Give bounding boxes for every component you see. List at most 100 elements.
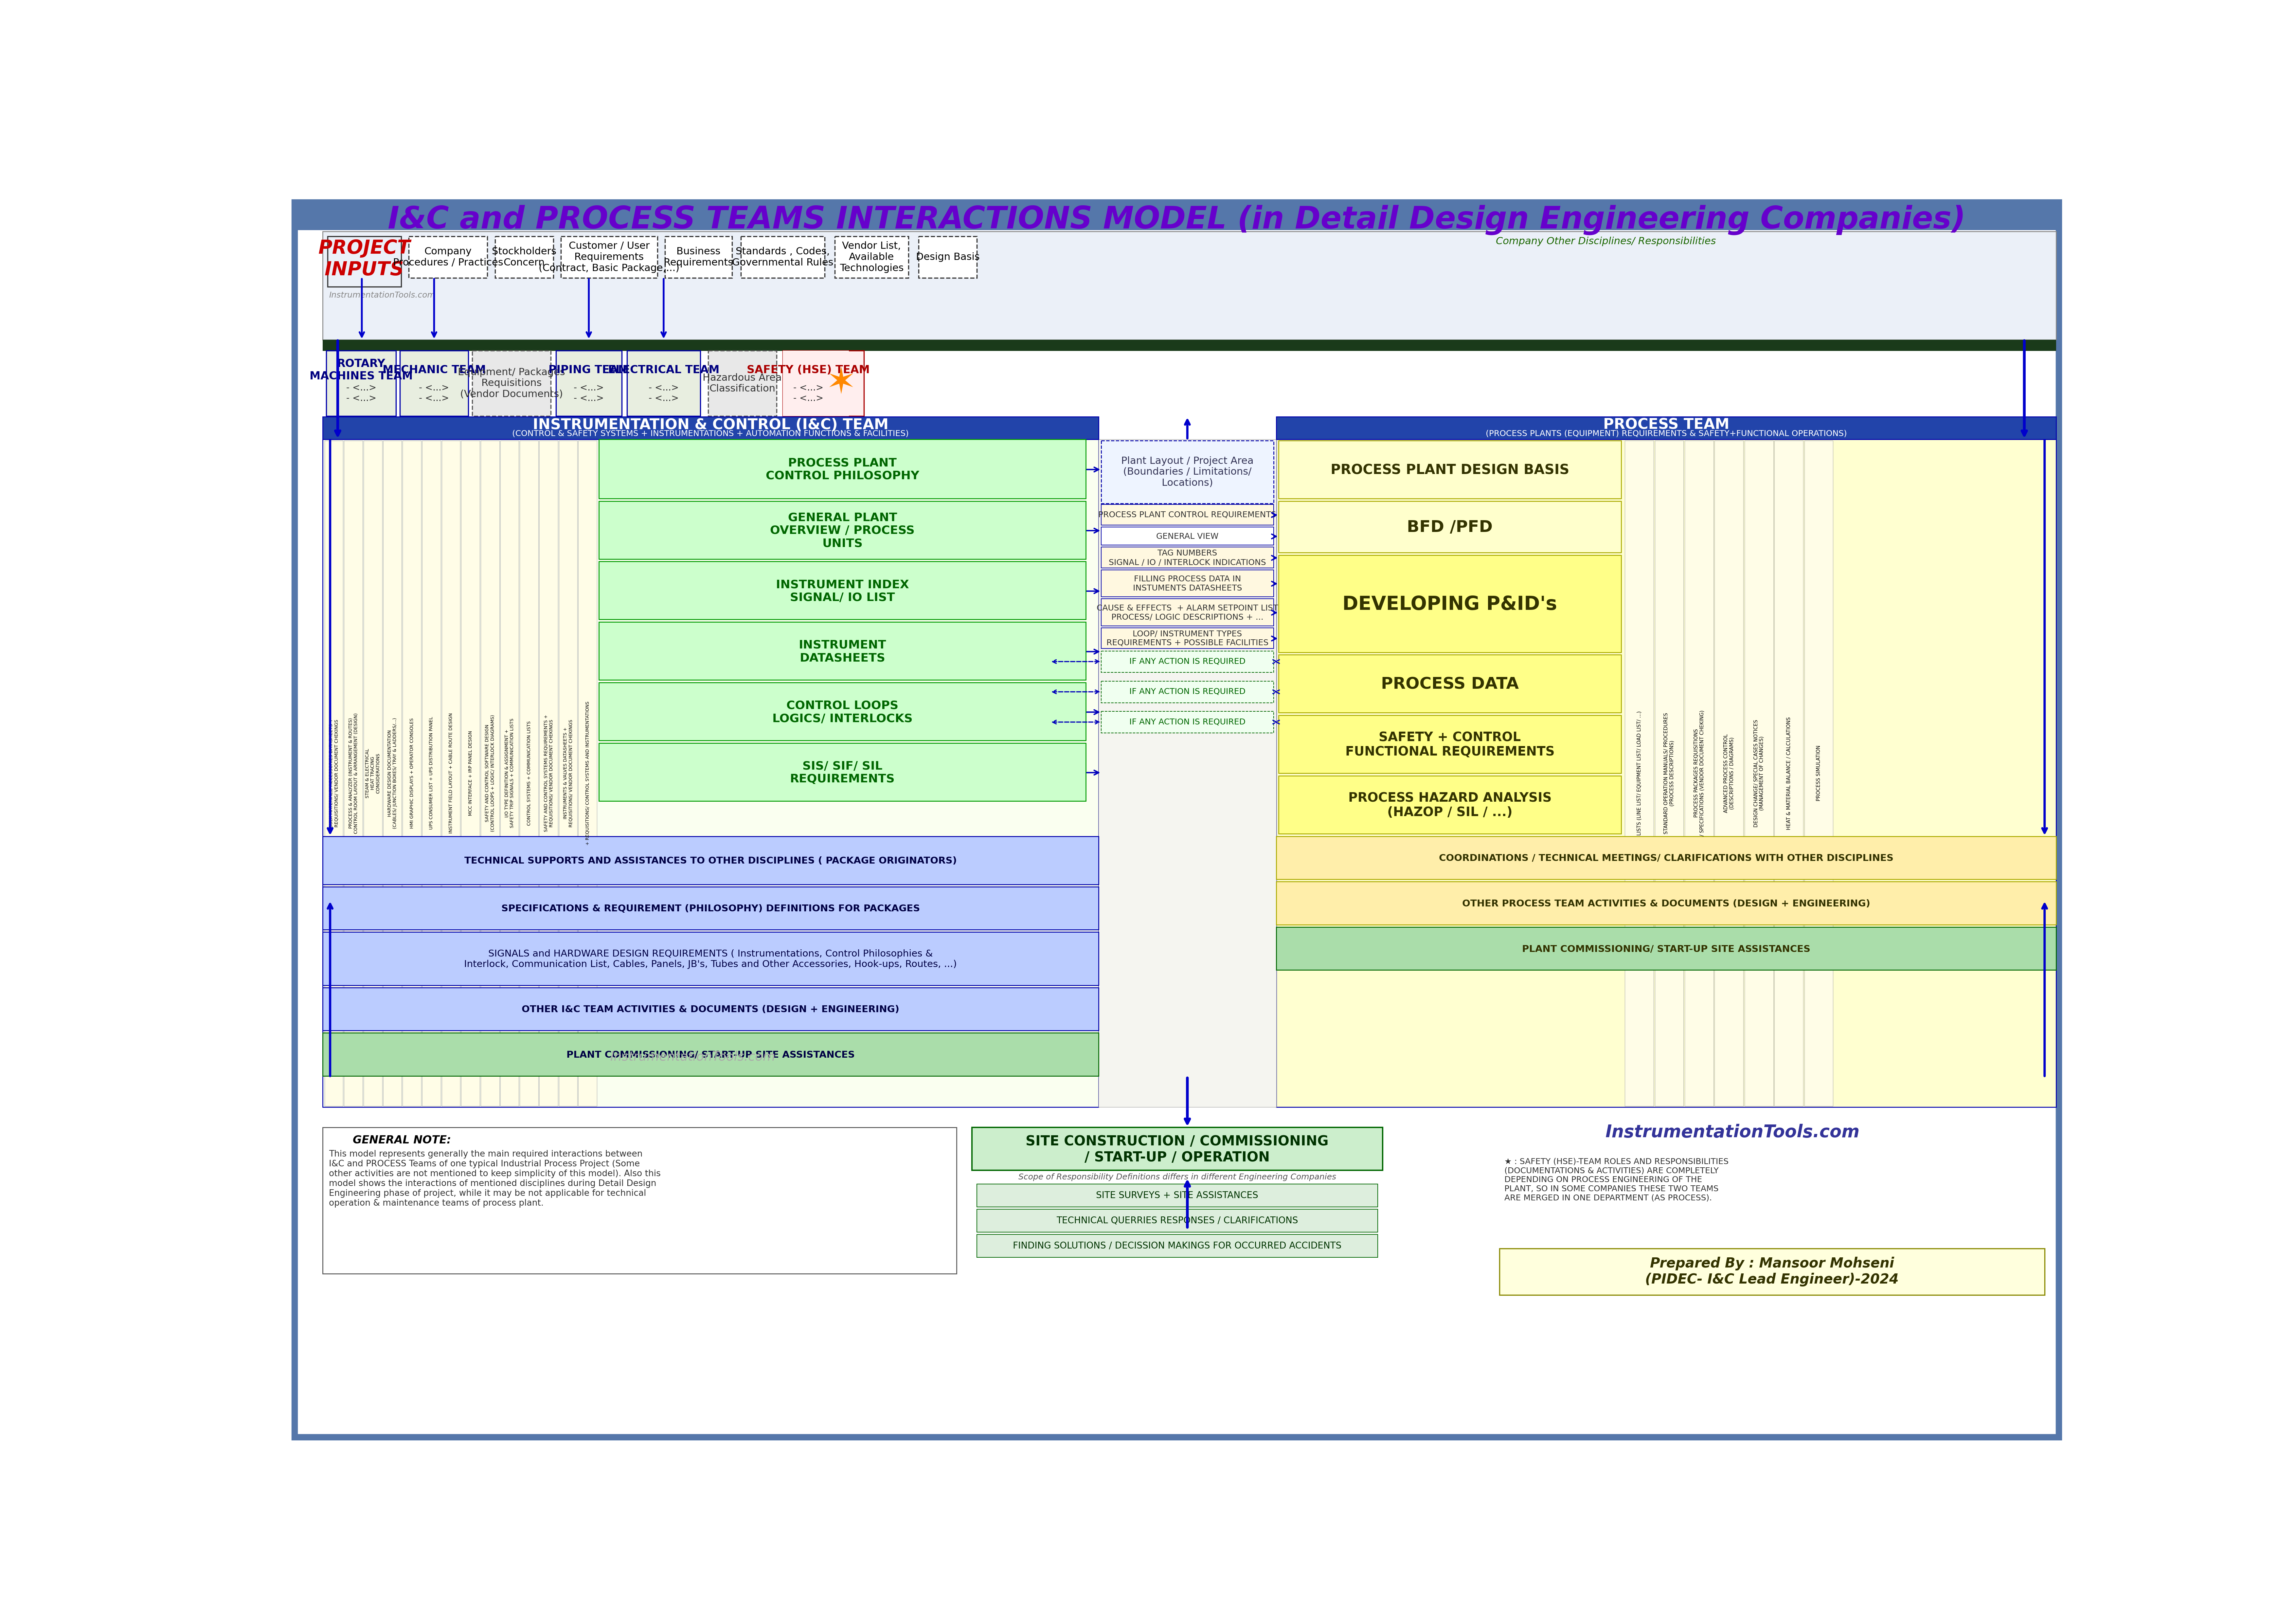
Text: IF ANY ACTION IS REQUIRED: IF ANY ACTION IS REQUIRED — [1130, 717, 1244, 725]
Text: CAUSE & EFFECTS  + ALARM SETPOINT LIST
PROCESS/ LOGIC DESCRIPTIONS + ...: CAUSE & EFFECTS + ALARM SETPOINT LIST PR… — [1097, 604, 1279, 622]
Text: SAFETY AND CONTROL SYSTEMS REQUIREMENTS +
REQUISITIONS/ VENDOR DOCUMENT CHEKINGS: SAFETY AND CONTROL SYSTEMS REQUIREMENTS … — [544, 714, 553, 833]
Bar — [1102, 570, 1274, 597]
Bar — [1279, 654, 1621, 712]
Text: CONTROL SYSTEMS + COMMUNICATION LISTS: CONTROL SYSTEMS + COMMUNICATION LISTS — [526, 721, 530, 826]
Bar — [321, 932, 1097, 985]
Text: TECHNICAL SUPPORTS AND ASSISTANCES TO OTHER DISCIPLINES ( PACKAGE ORIGINATORS): TECHNICAL SUPPORTS AND ASSISTANCES TO OT… — [464, 857, 957, 865]
Bar — [1279, 502, 1621, 553]
Bar — [1102, 682, 1274, 703]
Bar — [976, 1235, 1378, 1258]
Bar — [1279, 440, 1621, 498]
Bar — [294, 203, 2060, 230]
Text: Business
Requirements: Business Requirements — [664, 247, 732, 268]
Text: Stockholders
Concern: Stockholders Concern — [491, 247, 556, 268]
Bar — [344, 440, 363, 1105]
Bar — [328, 237, 402, 287]
Bar — [473, 351, 551, 415]
Bar — [599, 502, 1086, 558]
Bar — [441, 440, 459, 1105]
Text: (PROCESS PLANTS (EQUIPMENT) REQUIREMENTS & SAFETY+FUNCTIONAL OPERATIONS): (PROCESS PLANTS (EQUIPMENT) REQUIREMENTS… — [1486, 430, 1846, 438]
Text: PROCESS SIMULATION: PROCESS SIMULATION — [1816, 745, 1821, 802]
Bar — [321, 417, 1097, 440]
Text: PROCESS PLANT CONTROL REQUIREMENTS: PROCESS PLANT CONTROL REQUIREMENTS — [1097, 511, 1277, 519]
Text: OTHER PROCESS TEAM ACTIVITIES & DOCUMENTS (DESIGN + ENGINEERING): OTHER PROCESS TEAM ACTIVITIES & DOCUMENT… — [1463, 899, 1871, 909]
Bar — [1102, 527, 1274, 545]
Bar — [1097, 440, 1277, 1107]
Bar — [1102, 711, 1274, 734]
Bar — [599, 440, 1086, 498]
Bar — [1626, 440, 1653, 1105]
Bar — [383, 440, 402, 1105]
Text: InstrumentationTools.com: InstrumentationTools.com — [611, 1050, 776, 1063]
Bar — [599, 562, 1086, 620]
Text: LISTS (LINE LIST/ EQUIPMENT LIST/ LOAD LIST/ ...): LISTS (LINE LIST/ EQUIPMENT LIST/ LOAD L… — [1637, 711, 1642, 836]
Text: ✶: ✶ — [827, 365, 856, 401]
Bar — [666, 237, 732, 278]
Text: INSTRUMENT FIELD LAYOUT + CABLE ROUTE DESIGN: INSTRUMENT FIELD LAYOUT + CABLE ROUTE DE… — [448, 712, 452, 834]
Bar — [1102, 651, 1274, 672]
Bar — [976, 1185, 1378, 1208]
Text: PROCESS PLANT
CONTROL PHILOSOPHY: PROCESS PLANT CONTROL PHILOSOPHY — [765, 458, 918, 482]
Text: PROCESS HAZARD ANALYSIS
(HAZOP / SIL / ...): PROCESS HAZARD ANALYSIS (HAZOP / SIL / .… — [1348, 792, 1552, 818]
Text: PROCESS PLANT DESIGN BASIS: PROCESS PLANT DESIGN BASIS — [1329, 463, 1568, 477]
Text: This model represents generally the main required interactions between
I&C and P: This model represents generally the main… — [328, 1151, 661, 1208]
Text: IF ANY ACTION IS REQUIRED: IF ANY ACTION IS REQUIRED — [1130, 688, 1244, 696]
Text: InstrumentationTools.com: InstrumentationTools.com — [328, 291, 436, 299]
Text: Vendor List,
Available
Technologies: Vendor List, Available Technologies — [840, 242, 905, 273]
Bar — [1102, 440, 1274, 503]
Bar — [1685, 440, 1713, 1105]
Text: SIGNALS and HARDWARE DESIGN REQUIREMENTS ( Instrumentations, Control Philosophie: SIGNALS and HARDWARE DESIGN REQUIREMENTS… — [464, 949, 957, 969]
Bar — [1277, 440, 2057, 1107]
Bar — [627, 351, 700, 415]
Bar — [918, 237, 976, 278]
Bar — [707, 351, 776, 415]
Text: ADVANCED PROCESS CONTROL
(DESCRIPTIONS / DIAGRAMS): ADVANCED PROCESS CONTROL (DESCRIPTIONS /… — [1724, 734, 1733, 813]
Text: SAFETY + CONTROL
FUNCTIONAL REQUIREMENTS: SAFETY + CONTROL FUNCTIONAL REQUIREMENTS — [1345, 732, 1554, 758]
Bar — [1655, 440, 1683, 1105]
Bar — [1715, 440, 1743, 1105]
Bar — [326, 351, 395, 415]
Text: SAFETY (HSE) TEAM: SAFETY (HSE) TEAM — [746, 365, 870, 375]
Text: Prepared By : Mansoor Mohseni
(PIDEC- I&C Lead Engineer)-2024: Prepared By : Mansoor Mohseni (PIDEC- I&… — [1646, 1256, 1899, 1287]
Bar — [321, 836, 1097, 885]
Text: Plant Layout / Project Area
(Boundaries / Limitations/
Locations): Plant Layout / Project Area (Boundaries … — [1120, 456, 1254, 489]
Bar — [321, 1032, 1097, 1076]
Bar — [1775, 440, 1802, 1105]
Text: STANDARD OPERATION MANUALS/ PROCEDURES
(PROCESS DESCRIPTIONS): STANDARD OPERATION MANUALS/ PROCEDURES (… — [1665, 712, 1674, 834]
Bar — [560, 237, 657, 278]
Text: SIS/ SIF/ SIL
REQUIREMENTS: SIS/ SIF/ SIL REQUIREMENTS — [790, 761, 895, 784]
Text: Customer / User
Requirements
(Contract, Basic Package,...): Customer / User Requirements (Contract, … — [540, 242, 680, 273]
Text: IF ANY ACTION IS REQUIRED: IF ANY ACTION IS REQUIRED — [1130, 657, 1244, 665]
Bar — [599, 622, 1086, 680]
Bar — [742, 237, 824, 278]
Text: INSTRUMENT INDEX
SIGNAL/ IO LIST: INSTRUMENT INDEX SIGNAL/ IO LIST — [776, 579, 909, 604]
Bar — [1277, 927, 2057, 971]
Text: FILLING PROCESS DATA IN
INSTUMENTS DATASHEETS: FILLING PROCESS DATA IN INSTUMENTS DATAS… — [1132, 575, 1242, 592]
Bar — [400, 351, 468, 415]
Text: INSTRUMENT
DATASHEETS: INSTRUMENT DATASHEETS — [799, 639, 886, 664]
Text: PROCESS PACKAGES REQUISITIONS
/ SPECIFICATIONS (VENDOR DOCUMENT CHEKING): PROCESS PACKAGES REQUISITIONS / SPECIFIC… — [1694, 711, 1704, 836]
Text: ROTARY
MACHINES TEAM: ROTARY MACHINES TEAM — [310, 359, 413, 381]
Text: INSTRUMENTS & VALVES DATASHEETS +
REQUISITIONS/ VENDOR DOCUMENT CHEKINGS: INSTRUMENTS & VALVES DATASHEETS + REQUIS… — [563, 719, 574, 828]
Bar — [321, 1128, 957, 1274]
Text: I/O TYPE DEFINITION & ASSIGNMENT +
SAFETY TRIP SIGNALS + COMMUNICATION LISTS: I/O TYPE DEFINITION & ASSIGNMENT + SAFET… — [505, 719, 514, 828]
Text: HMI GRAPHIC DISPLAYS + OPERATOR CONSOLES: HMI GRAPHIC DISPLAYS + OPERATOR CONSOLES — [409, 717, 413, 828]
Bar — [321, 987, 1097, 1031]
Text: (CONTROL & SAFETY SYSTEMS + INSTRUMENTATIONS + AUTOMATION FUNCTIONS & FACILITIES: (CONTROL & SAFETY SYSTEMS + INSTRUMENTAT… — [512, 430, 909, 438]
Text: CONTROL LOOPS
LOGICS/ INTERLOCKS: CONTROL LOOPS LOGICS/ INTERLOCKS — [771, 700, 912, 724]
Bar — [579, 440, 597, 1105]
Text: InstrumentationTools.com: InstrumentationTools.com — [1605, 1123, 1860, 1141]
Text: ELECTRICAL TEAM: ELECTRICAL TEAM — [608, 365, 719, 375]
Bar — [1102, 599, 1274, 626]
Bar — [461, 440, 480, 1105]
Text: / START-UP / OPERATION: / START-UP / OPERATION — [1084, 1151, 1270, 1164]
Bar — [971, 1128, 1382, 1170]
Bar — [556, 351, 622, 415]
Text: PIPING TEAM: PIPING TEAM — [549, 365, 629, 375]
Bar — [324, 440, 342, 1105]
Bar — [1277, 417, 2057, 440]
Bar — [783, 351, 850, 415]
Text: GENERAL PLANT
OVERVIEW / PROCESS
UNITS: GENERAL PLANT OVERVIEW / PROCESS UNITS — [769, 513, 914, 549]
Text: Standards , Codes,
Governmental Rules: Standards , Codes, Governmental Rules — [732, 247, 833, 268]
Bar — [558, 440, 576, 1105]
